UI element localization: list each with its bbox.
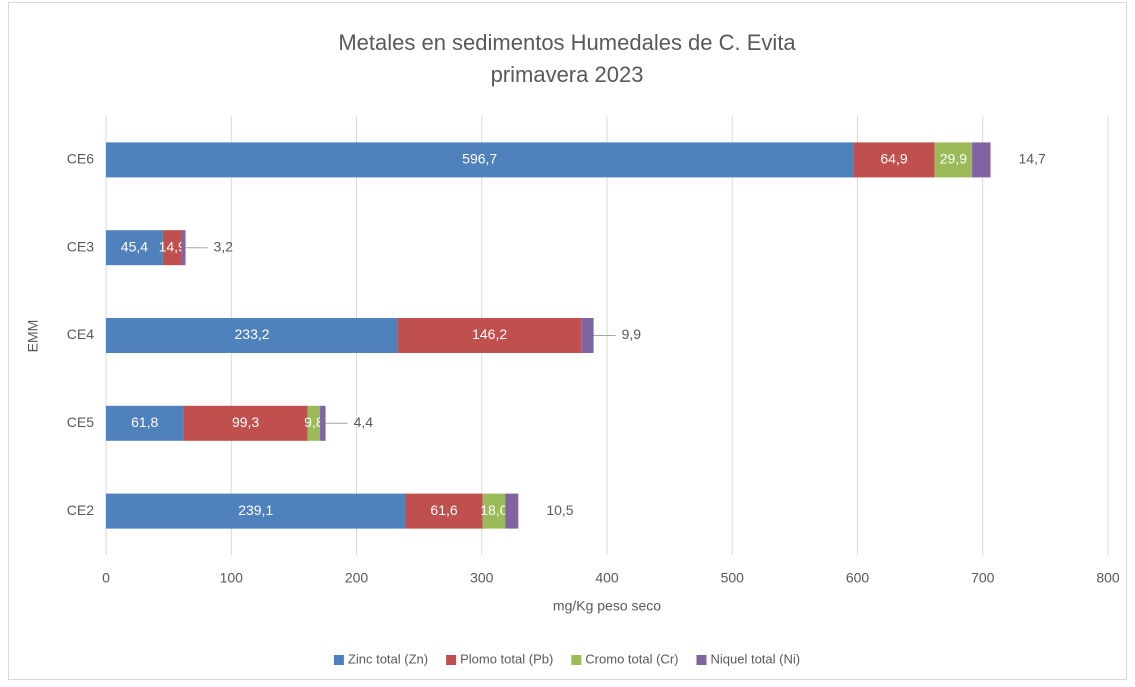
- value-label: 10,5: [546, 502, 573, 518]
- bar-segment: [581, 318, 594, 353]
- x-tick-label: 200: [345, 570, 369, 586]
- chart-title: primavera 2023: [491, 62, 644, 87]
- y-axis-label: EMM: [25, 320, 41, 353]
- value-label: 596,7: [462, 151, 497, 167]
- bar-segment: [972, 142, 991, 178]
- value-label: 64,9: [880, 151, 907, 167]
- x-tick-label: 300: [470, 570, 494, 586]
- y-tick-label: CE6: [67, 151, 94, 167]
- legend-swatch: [696, 655, 707, 665]
- x-tick-label: 500: [721, 570, 745, 586]
- y-tick-label: CE4: [67, 326, 94, 342]
- y-tick-label: CE3: [67, 238, 94, 254]
- bar-segment: [405, 493, 483, 529]
- value-label: 99,3: [232, 414, 259, 430]
- bar-segment: [853, 142, 935, 178]
- bar-segment: [320, 405, 326, 441]
- legend-swatch: [571, 655, 582, 665]
- value-label: 4,4: [354, 414, 374, 430]
- y-tick-label: CE2: [67, 502, 94, 518]
- x-tick-label: 400: [595, 570, 619, 586]
- bar-segment: [106, 493, 406, 529]
- bar-segment: [181, 230, 186, 266]
- x-tick-label: 800: [1096, 570, 1120, 586]
- bar-segment: [307, 405, 321, 441]
- legend-label: Plomo total (Pb): [460, 651, 553, 666]
- legend-label: Cromo total (Cr): [585, 651, 678, 666]
- value-label: 9,8: [304, 414, 324, 430]
- bar-segment: [183, 405, 308, 441]
- value-label: 45,4: [121, 238, 148, 254]
- value-label: 233,2: [235, 326, 270, 342]
- bar-segment: [106, 318, 399, 353]
- value-label: 18,0: [480, 502, 507, 518]
- legend-label: Niquel total (Ni): [710, 651, 800, 666]
- value-label: 146,2: [472, 326, 507, 342]
- legend-label: Zinc total (Zn): [348, 651, 428, 666]
- legend-swatch: [333, 655, 344, 665]
- value-label: 29,9: [940, 151, 967, 167]
- value-label: 14,7: [1019, 151, 1046, 167]
- x-axis-label: mg/Kg peso seco: [553, 598, 661, 614]
- x-tick-label: 700: [971, 570, 995, 586]
- value-label: 61,6: [430, 502, 457, 518]
- bar-segment: [934, 142, 973, 178]
- value-label: 3,2: [214, 238, 234, 254]
- x-tick-label: 0: [102, 570, 110, 586]
- value-label: 239,1: [238, 502, 273, 518]
- value-label: 14,9: [159, 238, 186, 254]
- chart-title: Metales en sedimentos Humedales de C. Ev…: [338, 30, 796, 55]
- x-tick-label: 100: [220, 570, 244, 586]
- legend-swatch: [446, 655, 457, 665]
- bar-segment: [482, 493, 506, 529]
- value-label: 9,9: [622, 326, 642, 342]
- value-label: 61,8: [131, 414, 158, 430]
- y-tick-label: CE5: [67, 414, 94, 430]
- bar-segment: [106, 142, 854, 178]
- x-tick-label: 600: [846, 570, 870, 586]
- bar-segment: [106, 230, 163, 266]
- bar-segment: [398, 318, 582, 353]
- bar-segment: [162, 230, 182, 266]
- bar-segment: [505, 493, 519, 529]
- bar-segment: [106, 405, 184, 441]
